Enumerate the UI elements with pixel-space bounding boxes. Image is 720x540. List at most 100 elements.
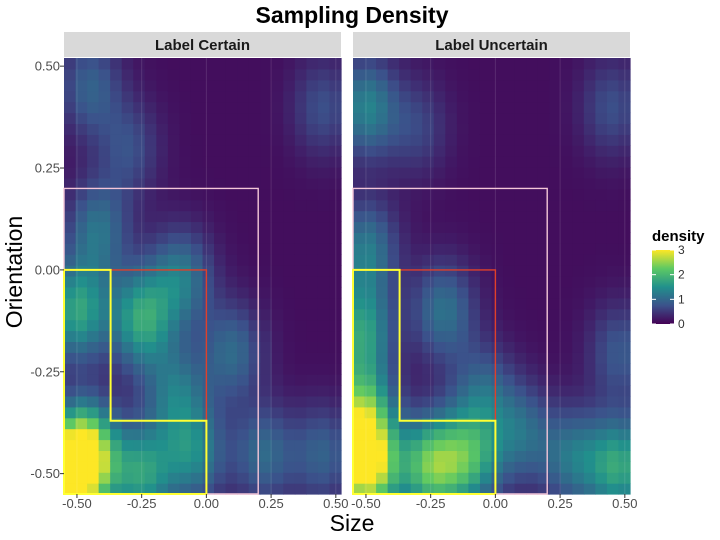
heatmap-cell (364, 177, 377, 190)
heatmap-cell (503, 167, 516, 179)
heatmap-cell (156, 79, 169, 92)
heatmap-cell (410, 352, 423, 364)
heatmap-cell (237, 145, 250, 157)
heatmap-cell (225, 417, 238, 430)
heatmap-cell (98, 385, 111, 397)
heatmap-cell (526, 134, 539, 146)
heatmap-cell (595, 254, 608, 266)
heatmap-cell (445, 472, 458, 484)
heatmap-cell (179, 406, 192, 419)
heatmap-cell (225, 112, 238, 124)
heatmap-cell (260, 210, 273, 223)
heatmap-cell (214, 265, 227, 277)
heatmap-cell (468, 199, 481, 212)
heatmap-cell (306, 156, 319, 168)
heatmap-cell (225, 68, 238, 81)
heatmap-cell (376, 363, 389, 375)
heatmap-cell (144, 286, 157, 299)
heatmap-cell (433, 58, 446, 70)
heatmap-cell (549, 134, 562, 146)
heatmap-cell (110, 177, 123, 190)
heatmap-cell (110, 232, 123, 244)
heatmap-cell (237, 177, 250, 190)
heatmap-cell (514, 472, 527, 484)
heatmap-cell (64, 199, 77, 212)
heatmap-cell (306, 188, 319, 201)
heatmap-cell (537, 472, 550, 484)
heatmap-cell (618, 428, 631, 441)
heatmap-cell (121, 265, 134, 277)
heatmap-cell (399, 483, 412, 495)
heatmap-cell (64, 123, 77, 135)
heatmap-cell (202, 145, 215, 157)
heatmap-cell (491, 374, 504, 386)
heatmap-cell (410, 265, 423, 277)
heatmap-cell (156, 243, 169, 255)
heatmap-cell (491, 352, 504, 364)
heatmap-cell (271, 68, 284, 81)
y-tick-label: 0.00 (35, 262, 60, 277)
heatmap-cell (294, 297, 307, 310)
heatmap-cell (537, 58, 550, 70)
heatmap-cell (422, 112, 435, 124)
heatmap-cell (399, 90, 412, 103)
heatmap-cell (387, 417, 400, 430)
heatmap-cell (167, 417, 181, 430)
heatmap-cell (479, 112, 493, 124)
heatmap-cell (237, 439, 250, 451)
heatmap-cell (202, 450, 215, 462)
heatmap-cell (526, 188, 539, 201)
heatmap-cell (618, 123, 631, 135)
y-tick-label: -0.25 (30, 364, 60, 379)
heatmap-cell (376, 232, 389, 244)
heatmap-cell (271, 406, 284, 419)
heatmap-cell (549, 286, 562, 299)
heatmap-cell (87, 406, 100, 419)
heatmap-cell (202, 276, 215, 288)
heatmap-cell (399, 363, 412, 375)
heatmap-cell (595, 374, 608, 386)
heatmap-cell (468, 232, 481, 244)
heatmap-cell (167, 341, 181, 353)
heatmap-cell (214, 68, 227, 81)
heatmap-cell (399, 428, 412, 441)
heatmap-cell (549, 112, 562, 124)
heatmap-cell (110, 297, 123, 310)
heatmap-cell (98, 123, 111, 135)
heatmap-cell (317, 439, 331, 451)
heatmap-cell (260, 450, 273, 462)
heatmap-cell (260, 243, 273, 255)
heatmap-cell (260, 90, 273, 103)
heatmap-cell (353, 374, 366, 386)
heatmap-cell (618, 265, 631, 277)
heatmap-cell (202, 101, 215, 114)
heatmap-cell (422, 385, 435, 397)
heatmap-cell (479, 286, 493, 299)
heatmap-cell (329, 341, 342, 353)
heatmap-cell (167, 439, 181, 451)
heatmap-cell (75, 341, 88, 353)
heatmap-cell (572, 58, 585, 70)
heatmap-cell (595, 297, 608, 310)
heatmap-cell (156, 330, 169, 342)
heatmap-cell (202, 79, 215, 92)
heatmap-cell (237, 79, 250, 92)
heatmap-cell (537, 232, 550, 244)
heatmap-cell (248, 417, 261, 430)
heatmap-cell (433, 352, 446, 364)
heatmap-cell (364, 385, 377, 397)
heatmap-cell (595, 363, 608, 375)
heatmap-cell (121, 210, 134, 223)
heatmap-cell (353, 319, 366, 332)
heatmap-cell (422, 243, 435, 255)
heatmap-cell (294, 461, 307, 473)
heatmap-cell (237, 221, 250, 233)
heatmap-cell (399, 395, 412, 408)
heatmap-cell (294, 374, 307, 386)
heatmap-cell (64, 188, 77, 201)
heatmap-cell (433, 417, 446, 430)
heatmap-cell (87, 352, 100, 364)
heatmap-cell (190, 68, 204, 81)
x-tick-label: 0.50 (612, 496, 637, 511)
heatmap-cell (583, 210, 596, 223)
